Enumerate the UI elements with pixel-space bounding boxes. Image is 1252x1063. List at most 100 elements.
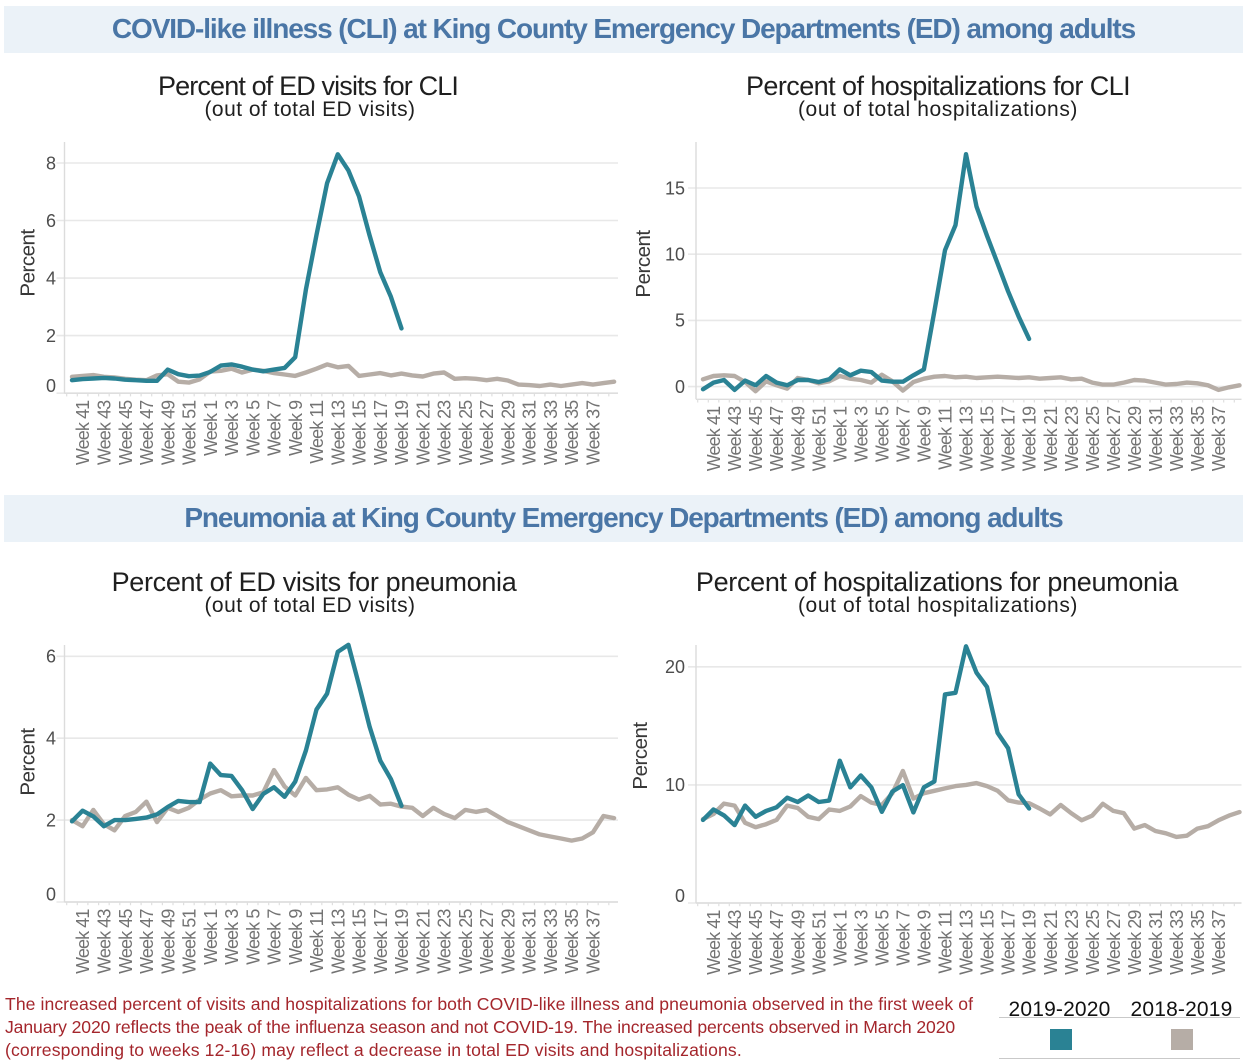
svg-text:Week 33: Week 33 xyxy=(1167,406,1187,471)
svg-text:Week 21: Week 21 xyxy=(1041,910,1061,975)
svg-text:Week 13: Week 13 xyxy=(957,910,977,975)
svg-text:Week 5: Week 5 xyxy=(243,909,263,965)
svg-text:Week 9: Week 9 xyxy=(286,400,306,456)
svg-text:Week 27: Week 27 xyxy=(1104,910,1124,975)
svg-text:Week 33: Week 33 xyxy=(541,400,561,465)
svg-text:15: 15 xyxy=(665,178,685,198)
svg-text:Week 41: Week 41 xyxy=(704,406,724,471)
svg-text:Week 51: Week 51 xyxy=(809,406,829,471)
svg-text:Week 43: Week 43 xyxy=(725,910,745,975)
svg-text:Week 17: Week 17 xyxy=(999,910,1019,975)
svg-text:2: 2 xyxy=(46,810,56,830)
svg-text:Week 47: Week 47 xyxy=(767,910,787,975)
svg-text:Week 9: Week 9 xyxy=(286,909,306,965)
svg-text:Week 25: Week 25 xyxy=(1083,406,1103,471)
svg-text:Week 47: Week 47 xyxy=(137,400,157,465)
svg-text:Week 11: Week 11 xyxy=(936,910,956,974)
svg-text:Week 43: Week 43 xyxy=(725,406,745,471)
svg-text:Week 35: Week 35 xyxy=(562,909,582,974)
svg-text:Week 15: Week 15 xyxy=(350,909,370,974)
svg-text:Week 51: Week 51 xyxy=(809,910,829,975)
svg-text:Week 17: Week 17 xyxy=(371,909,391,974)
svg-text:8: 8 xyxy=(46,153,56,173)
svg-text:Week 25: Week 25 xyxy=(1083,910,1103,975)
svg-text:Week 45: Week 45 xyxy=(116,909,136,974)
svg-text:Week 29: Week 29 xyxy=(498,909,518,974)
svg-text:Week 15: Week 15 xyxy=(350,400,370,465)
svg-text:Week 1: Week 1 xyxy=(830,406,850,462)
svg-text:2: 2 xyxy=(46,326,56,346)
svg-text:0: 0 xyxy=(46,376,56,396)
svg-text:Week 15: Week 15 xyxy=(978,406,998,471)
svg-text:Week 7: Week 7 xyxy=(265,400,285,456)
svg-text:Week 11: Week 11 xyxy=(307,909,327,973)
svg-text:Week 13: Week 13 xyxy=(328,400,348,465)
svg-text:Week 37: Week 37 xyxy=(1209,910,1229,975)
svg-text:Week 49: Week 49 xyxy=(788,406,808,471)
svg-text:Week 27: Week 27 xyxy=(477,400,497,465)
svg-text:Week 51: Week 51 xyxy=(180,400,200,465)
svg-text:Week 5: Week 5 xyxy=(872,406,892,462)
svg-text:Week 37: Week 37 xyxy=(584,909,604,974)
svg-text:Week 37: Week 37 xyxy=(584,400,604,465)
svg-text:Week 49: Week 49 xyxy=(158,909,178,974)
svg-text:Week 33: Week 33 xyxy=(541,909,561,974)
svg-text:0: 0 xyxy=(46,884,56,904)
svg-text:Week 15: Week 15 xyxy=(978,910,998,975)
svg-text:Week 37: Week 37 xyxy=(1209,406,1229,471)
svg-text:Week 7: Week 7 xyxy=(894,406,914,462)
svg-text:4: 4 xyxy=(46,268,56,288)
svg-text:Week 45: Week 45 xyxy=(746,910,766,975)
svg-text:Percent: Percent xyxy=(17,728,40,796)
svg-text:Week 19: Week 19 xyxy=(392,400,412,465)
svg-text:Week 21: Week 21 xyxy=(1041,406,1061,471)
svg-text:Week 33: Week 33 xyxy=(1167,910,1187,975)
svg-text:Week 13: Week 13 xyxy=(957,406,977,471)
svg-text:Percent: Percent xyxy=(632,230,655,298)
svg-text:Week 25: Week 25 xyxy=(456,400,476,465)
svg-text:Week 17: Week 17 xyxy=(999,406,1019,471)
svg-text:Week 45: Week 45 xyxy=(746,406,766,471)
svg-text:10: 10 xyxy=(665,775,685,795)
svg-text:Week 23: Week 23 xyxy=(1062,406,1082,471)
svg-text:Week 11: Week 11 xyxy=(936,406,956,470)
svg-text:Week 41: Week 41 xyxy=(73,909,93,974)
svg-text:Week 49: Week 49 xyxy=(158,400,178,465)
svg-text:Week 29: Week 29 xyxy=(498,400,518,465)
svg-text:Week 25: Week 25 xyxy=(456,909,476,974)
svg-text:Week 27: Week 27 xyxy=(1104,406,1124,471)
svg-text:Week 3: Week 3 xyxy=(222,909,242,965)
svg-text:Week 9: Week 9 xyxy=(915,910,935,966)
svg-text:Week 23: Week 23 xyxy=(435,909,455,974)
svg-text:Week 3: Week 3 xyxy=(222,400,242,456)
svg-text:Week 31: Week 31 xyxy=(1146,910,1166,975)
svg-text:Week 11: Week 11 xyxy=(307,400,327,464)
svg-text:Week 19: Week 19 xyxy=(1020,910,1040,975)
svg-text:Week 43: Week 43 xyxy=(95,909,115,974)
svg-text:Percent: Percent xyxy=(17,229,40,297)
svg-text:6: 6 xyxy=(46,211,56,231)
svg-text:Week 35: Week 35 xyxy=(562,400,582,465)
svg-text:0: 0 xyxy=(675,886,685,906)
svg-text:Week 27: Week 27 xyxy=(477,909,497,974)
svg-text:Week 23: Week 23 xyxy=(435,400,455,465)
svg-text:Week 5: Week 5 xyxy=(243,400,263,456)
svg-text:Week 3: Week 3 xyxy=(851,910,871,966)
svg-text:Week 29: Week 29 xyxy=(1125,910,1145,975)
svg-text:Week 1: Week 1 xyxy=(830,910,850,966)
svg-text:4: 4 xyxy=(46,729,56,749)
svg-text:Week 35: Week 35 xyxy=(1188,910,1208,975)
svg-text:Week 9: Week 9 xyxy=(915,406,935,462)
svg-text:20: 20 xyxy=(665,657,685,677)
svg-text:Week 41: Week 41 xyxy=(73,400,93,465)
svg-text:Week 5: Week 5 xyxy=(872,910,892,966)
svg-text:Week 31: Week 31 xyxy=(520,909,540,974)
svg-text:Week 21: Week 21 xyxy=(413,400,433,465)
svg-text:Week 23: Week 23 xyxy=(1062,910,1082,975)
svg-text:Week 41: Week 41 xyxy=(704,910,724,975)
svg-text:Week 19: Week 19 xyxy=(1020,406,1040,471)
svg-text:5: 5 xyxy=(675,311,685,331)
svg-text:Week 49: Week 49 xyxy=(788,910,808,975)
svg-text:Week 13: Week 13 xyxy=(328,909,348,974)
svg-text:Week 1: Week 1 xyxy=(201,400,221,456)
